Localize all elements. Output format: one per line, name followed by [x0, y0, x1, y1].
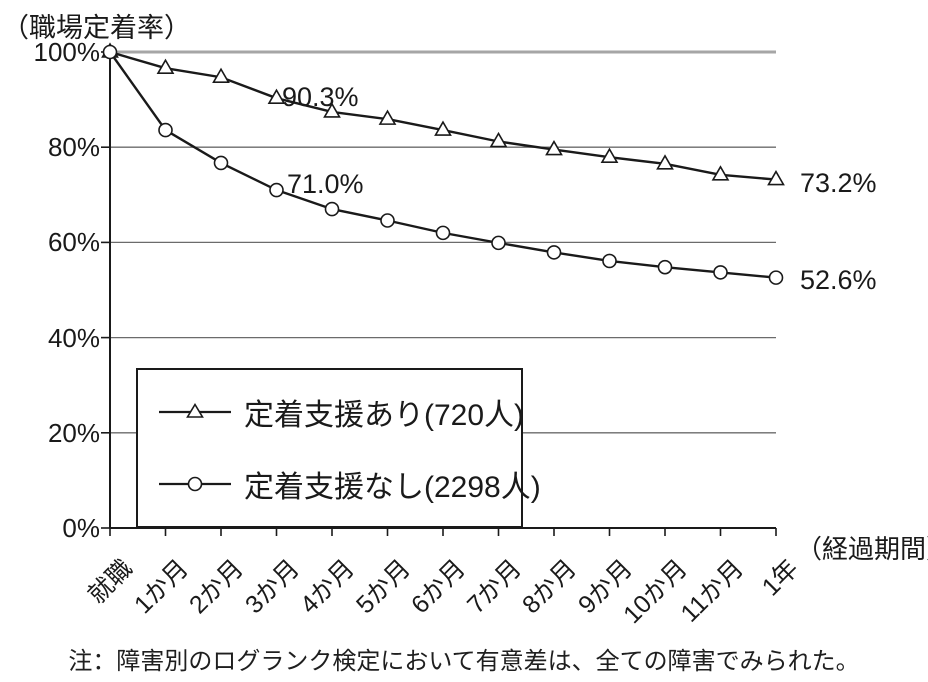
legend-label-with-support: 定着支援あり(720人): [244, 399, 525, 432]
data-label-without-support-3mo: 71.0%: [287, 169, 364, 199]
legend-item-without-support: 定着支援なし(2298人): [138, 462, 541, 506]
y-axis-title: （職場定着率）: [2, 13, 191, 43]
y-tick-label: 60%: [47, 227, 100, 258]
x-axis-title: （経過期間）: [796, 534, 928, 564]
y-tick-label: 100%: [33, 37, 101, 67]
y-tick-label: 80%: [47, 132, 100, 163]
y-tick-label: 0%: [62, 513, 100, 543]
footnote: 注：障害別のログランク検定において有意差は、全ての障害でみられた。: [68, 647, 860, 675]
legend: 定着支援あり(720人) 定着支援なし(2298人): [136, 368, 541, 528]
y-tick-label: 40%: [47, 322, 100, 353]
legend-item-with-support: 定着支援あり(720人): [138, 390, 525, 434]
y-tick-label: 20%: [47, 417, 100, 448]
triangle-series-marker-icon: [159, 402, 231, 418]
legend-label-without-support: 定着支援なし(2298人): [244, 471, 541, 504]
data-label-with-support-3mo: 90.3%: [282, 82, 359, 112]
data-label-without-support-1yr: 52.6%: [800, 265, 877, 295]
circle-series-marker-icon: [159, 476, 231, 492]
data-label-with-support-1yr: 73.2%: [800, 168, 877, 198]
